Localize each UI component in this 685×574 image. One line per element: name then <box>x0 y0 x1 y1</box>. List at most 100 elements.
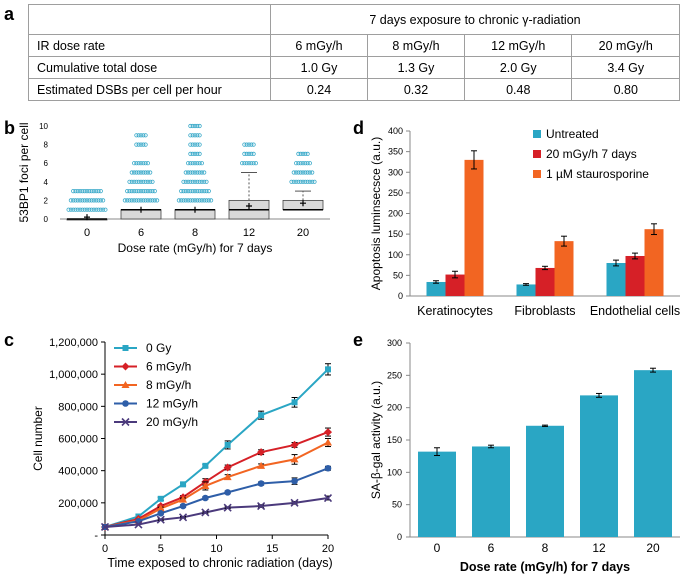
y-tick-label: 10 <box>39 122 48 131</box>
marker-x <box>100 522 110 532</box>
outlier-dot <box>148 189 153 194</box>
y-tick-label: - <box>94 530 98 542</box>
outlier-dot <box>197 198 202 203</box>
marker-x <box>121 417 130 427</box>
y-axis-title: SA-β-gal activity (a.u.) <box>369 381 383 499</box>
outlier-dot <box>91 198 97 203</box>
table-cell: 1.3 Gy <box>367 56 465 79</box>
outlier-dot <box>188 198 193 203</box>
outlier-dot <box>206 189 211 194</box>
marker-circle <box>291 477 298 485</box>
outlier-dot <box>150 179 155 184</box>
outlier-dot <box>197 142 202 147</box>
outlier-dot <box>192 198 198 203</box>
outlier-dot <box>293 170 299 175</box>
outlier-dot <box>296 170 301 175</box>
outlier-dot <box>138 179 144 184</box>
outlier-dot <box>190 133 195 138</box>
outlier-dot <box>143 189 148 194</box>
bar <box>472 446 510 537</box>
bar <box>606 263 626 296</box>
outlier-dot <box>197 133 202 138</box>
outlier-dot <box>129 179 134 184</box>
legend-label: 8 mGy/h <box>146 378 191 392</box>
outlier-dot <box>246 142 252 147</box>
outlier-dot <box>204 179 209 184</box>
table-title: 7 days exposure to chronic γ-radiation <box>270 4 680 35</box>
outlier-dot <box>134 189 139 194</box>
outlier-dot <box>190 198 195 203</box>
table-header-row: 7 days exposure to chronic γ-radiation <box>28 4 680 35</box>
y-tick-label: 0 <box>397 532 402 542</box>
bar <box>464 159 484 296</box>
y-tick-label: 400,000 <box>58 466 98 478</box>
outlier-dot <box>298 179 303 184</box>
outlier-dot <box>197 179 202 184</box>
panel-letter-d: d <box>353 118 364 138</box>
bar <box>516 284 536 296</box>
outlier-dot <box>136 179 141 184</box>
y-tick-label: 150 <box>387 435 402 445</box>
outlier-dot <box>138 189 144 194</box>
outlier-dot <box>206 198 211 203</box>
outlier-dot <box>179 198 184 203</box>
outlier-dot <box>188 179 193 184</box>
y-tick-label: 50 <box>392 500 402 510</box>
x-tick-label: 8 <box>192 227 198 239</box>
marker-x <box>134 520 143 529</box>
legend-swatch <box>533 150 541 158</box>
outlier-dot <box>192 179 198 184</box>
outlier-dot <box>68 198 74 203</box>
outlier-dot <box>71 189 76 194</box>
outlier-dot <box>300 170 306 175</box>
outlier-dot <box>143 179 148 184</box>
y-tick-label: 150 <box>388 229 403 239</box>
outlier-dot <box>94 207 99 212</box>
outlier-dot <box>190 179 195 184</box>
x-axis-title: Dose rate (mGy/h) for 7 days <box>460 560 630 574</box>
outlier-dot <box>192 123 198 129</box>
outlier-dot <box>183 179 188 184</box>
marker-x <box>323 493 333 503</box>
outlier-dot <box>136 161 141 166</box>
marker-square <box>180 481 187 488</box>
x-tick-label: 6 <box>488 541 495 555</box>
outlier-dot <box>188 170 193 175</box>
outlier-dot <box>291 179 296 184</box>
outlier-dot <box>192 142 198 147</box>
outlier-dot <box>197 170 202 175</box>
outlier-dot <box>190 142 195 147</box>
table-cell: 0.24 <box>270 78 368 101</box>
y-tick-label: 250 <box>388 188 403 198</box>
marker-diamond <box>121 362 130 371</box>
outlier-dot <box>132 189 137 194</box>
outlier-dot <box>101 198 106 203</box>
outlier-dot <box>192 161 198 166</box>
outlier-dot <box>136 198 141 203</box>
outlier-dot <box>190 151 195 156</box>
outlier-dot <box>80 198 85 203</box>
outlier-dot <box>78 198 83 203</box>
table-cell: 20 mGy/h <box>571 34 680 57</box>
outlier-dot <box>303 151 308 156</box>
outlier-dot <box>132 198 137 203</box>
outlier-dot <box>251 161 256 166</box>
mean-marker <box>300 200 306 207</box>
y-tick-label: 50 <box>393 270 403 280</box>
table-corner-cell <box>28 4 271 35</box>
panel-letter-c: c <box>4 330 15 350</box>
outlier-dot <box>71 198 76 203</box>
outlier-dot <box>129 198 134 203</box>
outlier-dot <box>181 179 186 184</box>
marker-square <box>157 495 164 502</box>
outlier-dot <box>192 170 198 175</box>
outlier-dot <box>204 189 209 194</box>
outlier-dot <box>195 179 200 184</box>
outlier-dot <box>242 161 247 166</box>
outlier-dot <box>94 189 99 194</box>
outlier-dot <box>296 161 301 166</box>
outlier-dot <box>181 198 186 203</box>
outlier-dot <box>103 207 108 212</box>
outlier-dot <box>291 170 296 175</box>
